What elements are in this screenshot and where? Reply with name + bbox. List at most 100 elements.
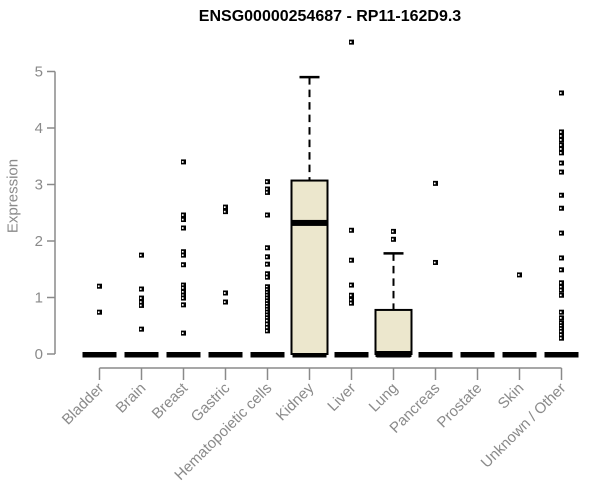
data-point-center <box>265 188 268 190</box>
zero-median-bar <box>460 352 495 358</box>
box <box>374 308 413 355</box>
data-point-center <box>559 333 562 336</box>
data-point-center <box>265 317 268 319</box>
zero-median-bar <box>544 352 579 358</box>
data-point-center <box>559 162 562 164</box>
zero-median-bar <box>208 352 243 358</box>
data-point-center <box>265 288 268 291</box>
data-point-center <box>181 284 184 286</box>
data-point-center <box>265 246 268 249</box>
zero-median-bar <box>334 352 369 358</box>
data-point-center <box>265 326 268 329</box>
x-tick-label: Breast <box>149 379 192 422</box>
data-point-center <box>391 230 394 233</box>
data-point-center <box>265 302 268 305</box>
x-tick-label: Prostate <box>434 380 486 432</box>
data-point-center <box>265 276 268 279</box>
data-point-center <box>139 288 142 290</box>
data-point-center <box>181 291 184 293</box>
data-point-center <box>559 139 562 141</box>
data-point-center <box>139 301 142 303</box>
data-point-center <box>223 206 226 208</box>
data-point-center <box>559 294 562 297</box>
data-point-center <box>97 311 100 314</box>
data-point-center <box>139 297 142 299</box>
median-line <box>291 219 328 226</box>
data-point-center <box>265 285 268 288</box>
y-tick-label: 1 <box>35 290 43 307</box>
box <box>290 179 329 355</box>
data-point-center <box>559 322 562 324</box>
data-point-center <box>265 214 268 216</box>
data-point-center <box>559 282 562 284</box>
data-point-center <box>265 297 268 299</box>
y-tick-label: 4 <box>35 120 43 137</box>
data-point-center <box>181 161 184 163</box>
data-point-center <box>181 250 184 253</box>
data-point-center <box>559 194 562 197</box>
data-point-center <box>265 180 268 183</box>
data-point-center <box>559 317 562 319</box>
data-point-center <box>265 191 268 194</box>
zero-median-bar <box>502 352 537 358</box>
y-tick-label: 0 <box>35 346 43 363</box>
data-point-center <box>181 254 184 257</box>
data-point-center <box>181 214 184 216</box>
data-point-center <box>181 263 184 266</box>
data-point-center <box>223 301 226 303</box>
data-point-center <box>559 232 562 234</box>
data-point-center <box>181 294 184 297</box>
data-point-center <box>349 302 352 305</box>
data-point-center <box>559 289 562 292</box>
data-point-center <box>265 308 268 311</box>
data-point-center <box>265 300 268 302</box>
data-point-center <box>559 337 562 340</box>
data-point-center <box>97 285 100 288</box>
data-point-center <box>559 171 562 173</box>
data-point-center <box>349 298 352 301</box>
data-point-center <box>559 330 562 333</box>
data-point-center <box>559 135 562 137</box>
zero-median-bar <box>82 352 117 358</box>
x-tick-label: Brain <box>113 380 150 417</box>
data-point-center <box>559 207 562 210</box>
data-point-center <box>559 311 562 314</box>
data-point-center <box>139 304 142 307</box>
data-point-center <box>349 41 352 44</box>
data-point-center <box>265 323 268 325</box>
data-point-center <box>349 284 352 286</box>
x-tick-label: Liver <box>324 380 359 415</box>
data-point-center <box>559 152 562 154</box>
data-point-center <box>265 319 268 322</box>
data-point-center <box>181 218 184 221</box>
data-point-center <box>265 311 268 314</box>
data-point-center <box>265 256 268 258</box>
chart-title: ENSG00000254687 - RP11-162D9.3 <box>198 8 462 25</box>
data-point-center <box>181 297 184 299</box>
data-point-center <box>391 238 394 241</box>
data-point-center <box>139 328 142 331</box>
x-tick-label: Skin <box>495 380 528 413</box>
data-point-center <box>433 182 436 185</box>
zero-median-bar <box>166 352 201 358</box>
data-point-center <box>559 324 562 327</box>
data-point-center <box>559 285 562 288</box>
zero-median-bar <box>124 352 159 358</box>
data-point-center <box>223 292 226 294</box>
data-point-center <box>265 272 268 275</box>
data-point-center <box>559 327 562 330</box>
x-tick-label: Kidney <box>273 379 318 424</box>
y-tick-label: 2 <box>35 233 43 250</box>
data-point-center <box>559 148 562 150</box>
data-point-center <box>265 294 268 297</box>
data-point-center <box>349 229 352 232</box>
data-point-center <box>181 227 184 229</box>
data-point-center <box>559 131 562 133</box>
data-point-center <box>139 254 142 257</box>
x-tick-label: Bladder <box>59 380 108 429</box>
zero-median-bar <box>250 352 285 358</box>
data-point-center <box>559 257 562 259</box>
data-point-center <box>559 92 562 94</box>
x-tick-label: Lung <box>366 380 402 416</box>
